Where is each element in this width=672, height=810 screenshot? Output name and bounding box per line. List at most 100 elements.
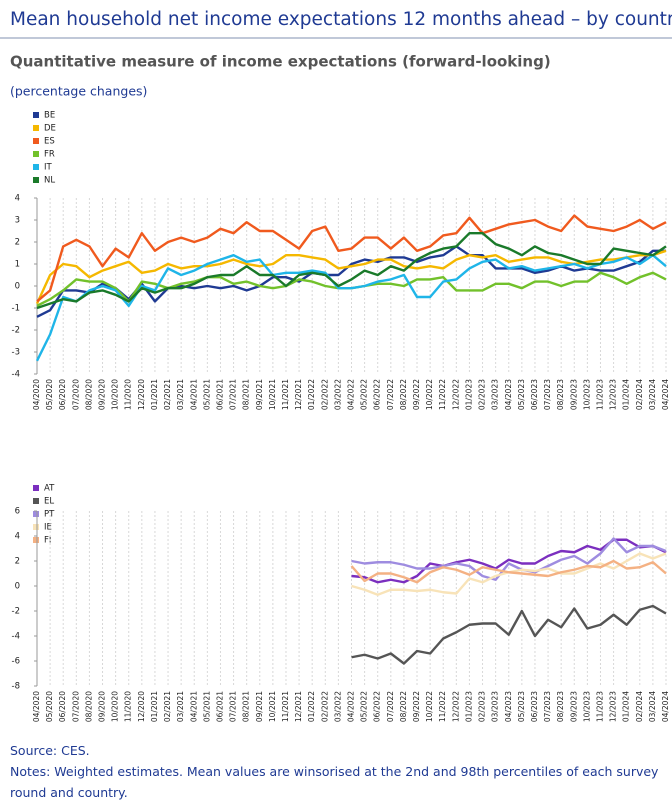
x-tick-label: 11/2022 (438, 691, 447, 722)
x-tick-label: 01/2023 (464, 691, 473, 722)
x-tick-label: 05/2023 (517, 379, 526, 410)
x-tick-label: 12/2021 (294, 379, 303, 410)
legend-swatch (33, 537, 39, 543)
x-tick-label: 11/2021 (281, 379, 290, 410)
x-tick-label: 09/2023 (569, 379, 578, 410)
series-line (351, 537, 667, 581)
legend-label: PT (44, 510, 55, 520)
x-tick-label: 09/2022 (412, 691, 421, 722)
legend-swatch (33, 164, 39, 170)
x-tick-label: 11/2022 (438, 379, 447, 410)
x-tick-label: 11/2021 (281, 691, 290, 722)
x-tick-label: 06/2020 (58, 379, 67, 410)
x-tick-label: 03/2023 (491, 691, 500, 722)
x-tick-label: 04/2020 (32, 691, 41, 722)
x-tick-label: 08/2020 (84, 691, 93, 722)
series-line (36, 214, 667, 303)
y-tick-label: -3 (12, 348, 20, 358)
legend-label: BE (44, 111, 55, 121)
x-tick-label: 10/2020 (111, 691, 120, 722)
legend-swatch (33, 485, 39, 491)
y-tick-label: 2 (15, 238, 20, 248)
y-tick-label: 4 (15, 532, 20, 542)
x-tick-label: 04/2023 (504, 379, 513, 410)
x-tick-label: 10/2021 (268, 691, 277, 722)
x-tick-label: 12/2020 (137, 691, 146, 722)
x-tick-label: 07/2022 (386, 379, 395, 410)
x-tick-label: 05/2021 (202, 691, 211, 722)
x-tick-label: 06/2023 (530, 379, 539, 410)
x-tick-label: 01/2022 (307, 691, 316, 722)
chart: Mean household net income expectations 1… (0, 9, 672, 722)
y-tick-label: 2 (15, 557, 20, 567)
x-tick-label: 12/2022 (451, 379, 460, 410)
legend-swatch (33, 498, 39, 504)
x-tick-label: 11/2023 (595, 691, 604, 722)
notes: Notes: Weighted estimates. Mean values a… (10, 764, 659, 800)
x-tick-label: 07/2021 (229, 691, 238, 722)
y-tick-label: -4 (12, 632, 20, 642)
x-tick-label: 01/2024 (622, 379, 631, 410)
x-tick-label: 02/2023 (478, 691, 487, 722)
x-tick-label: 10/2022 (425, 691, 434, 722)
x-tick-label: 03/2023 (491, 379, 500, 410)
legend-label: FI (44, 536, 51, 546)
x-tick-label: 08/2023 (556, 691, 565, 722)
x-tick-label: 05/2020 (45, 379, 54, 410)
x-tick-label: 03/2024 (648, 379, 657, 410)
x-tick-label: 05/2022 (360, 379, 369, 410)
x-tick-label: 01/2022 (307, 379, 316, 410)
x-tick-label: 04/2021 (189, 691, 198, 722)
x-tick-label: 08/2023 (556, 379, 565, 410)
legend-swatch (33, 138, 39, 144)
x-tick-label: 08/2020 (84, 379, 93, 410)
legend-label: AT (44, 484, 55, 494)
x-tick-label: 05/2023 (517, 691, 526, 722)
x-tick-label: 02/2023 (478, 379, 487, 410)
x-tick-label: 06/2022 (373, 379, 382, 410)
x-tick-label: 08/2022 (399, 379, 408, 410)
series-line (35, 249, 667, 305)
legend-swatch (33, 125, 39, 131)
x-tick-label: 08/2021 (242, 379, 251, 410)
x-tick-label: 03/2024 (648, 691, 657, 722)
y-tick-label: 1 (15, 260, 20, 270)
x-tick-label: 02/2021 (163, 379, 172, 410)
x-tick-label: 09/2022 (412, 379, 421, 410)
legend-label: FR (44, 150, 55, 160)
legend-swatch (33, 524, 39, 530)
unit: (percentage changes) (10, 84, 147, 99)
x-tick-label: 12/2021 (294, 691, 303, 722)
source: Source: CES. (10, 743, 90, 758)
series-line (351, 604, 667, 665)
x-tick-label: 03/2021 (176, 691, 185, 722)
x-tick-label: 09/2020 (98, 691, 107, 722)
legend-label: IE (44, 523, 52, 533)
x-tick-label: 07/2021 (229, 379, 238, 410)
x-tick-label: 02/2024 (635, 379, 644, 410)
x-tick-label: 01/2024 (622, 691, 631, 722)
x-tick-label: 08/2022 (399, 691, 408, 722)
x-tick-label: 04/2022 (347, 379, 356, 410)
series-line (35, 254, 667, 362)
x-tick-label: 05/2021 (202, 379, 211, 410)
x-tick-label: 06/2023 (530, 691, 539, 722)
x-tick-label: 07/2020 (71, 691, 80, 722)
y-tick-label: 0 (15, 282, 20, 292)
x-tick-label: 06/2020 (58, 691, 67, 722)
x-tick-label: 12/2023 (609, 379, 618, 410)
x-tick-label: 05/2022 (360, 691, 369, 722)
x-tick-label: 11/2020 (124, 379, 133, 410)
x-tick-label: 01/2023 (464, 379, 473, 410)
legend-swatch (33, 177, 39, 183)
x-tick-label: 11/2020 (124, 691, 133, 722)
x-tick-label: 05/2020 (45, 691, 54, 722)
x-tick-label: 04/2023 (504, 691, 513, 722)
x-tick-label: 10/2022 (425, 379, 434, 410)
x-tick-label: 04/2024 (661, 691, 670, 722)
title: Mean household net income expectations 1… (10, 9, 672, 30)
x-tick-label: 06/2021 (215, 691, 224, 722)
x-tick-label: 02/2022 (320, 691, 329, 722)
x-tick-label: 01/2021 (150, 379, 159, 410)
x-tick-label: 12/2023 (609, 691, 618, 722)
